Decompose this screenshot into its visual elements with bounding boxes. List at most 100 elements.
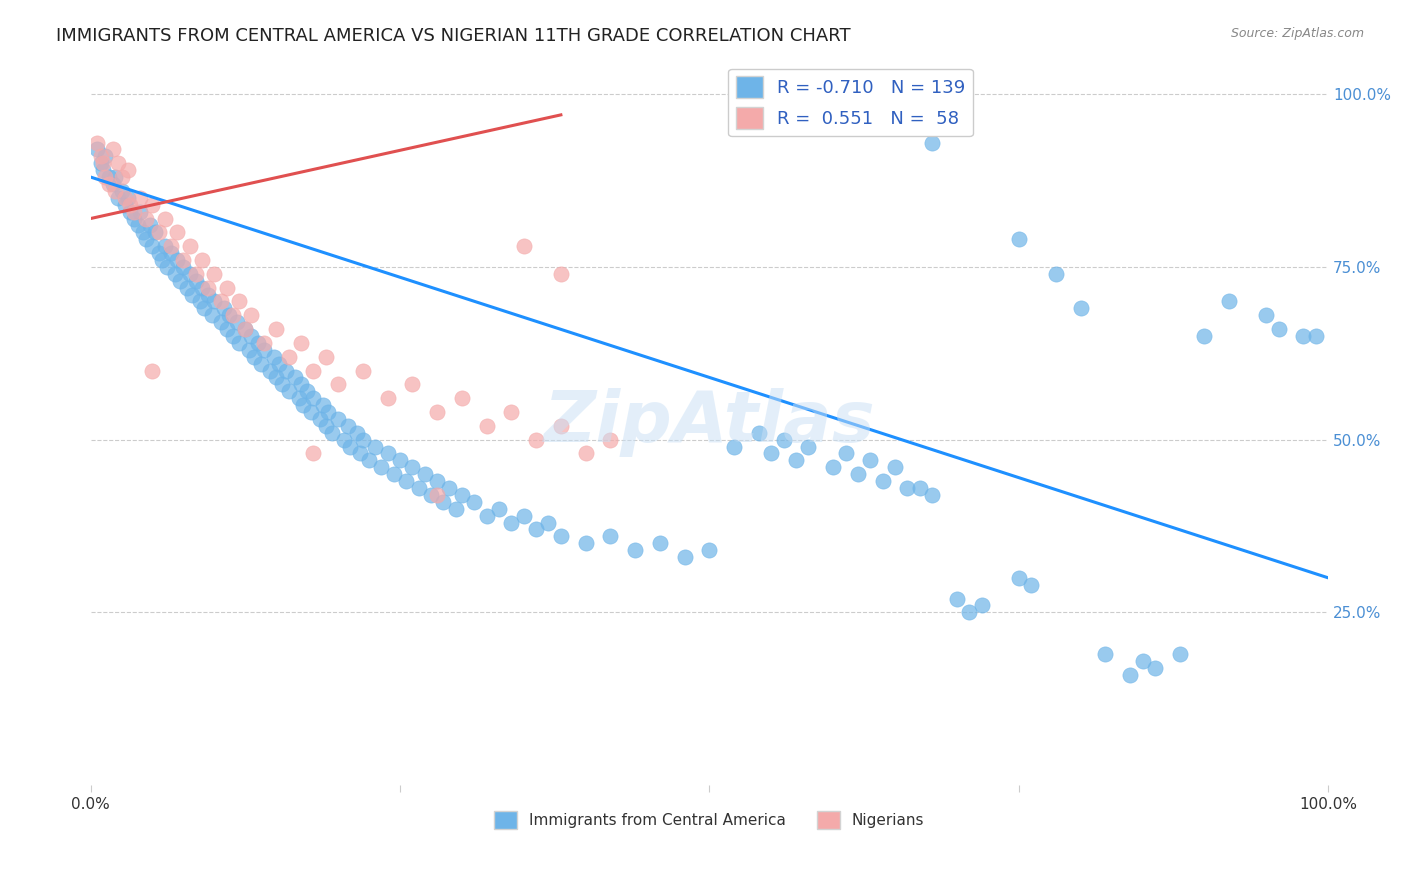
Point — [240, 329, 263, 343]
Point — [884, 108, 907, 122]
Point — [451, 488, 474, 502]
Point — [259, 363, 281, 377]
Point — [250, 357, 273, 371]
Point — [785, 453, 807, 467]
Point — [1019, 578, 1042, 592]
Legend: Immigrants from Central America, Nigerians: Immigrants from Central America, Nigeria… — [488, 805, 931, 836]
Point — [188, 294, 211, 309]
Point — [101, 143, 124, 157]
Point — [1045, 267, 1067, 281]
Point — [98, 169, 121, 184]
Point — [148, 225, 170, 239]
Point — [287, 391, 309, 405]
Point — [575, 536, 598, 550]
Point — [184, 267, 207, 281]
Point — [222, 308, 245, 322]
Point — [139, 219, 162, 233]
Point — [723, 440, 745, 454]
Point — [475, 508, 498, 523]
Point — [277, 350, 299, 364]
Point — [896, 481, 918, 495]
Point — [276, 363, 298, 377]
Point — [299, 405, 322, 419]
Point — [395, 474, 418, 488]
Point — [264, 370, 287, 384]
Point — [176, 280, 198, 294]
Point — [648, 536, 671, 550]
Point — [1256, 308, 1278, 322]
Point — [1194, 329, 1216, 343]
Point — [117, 191, 139, 205]
Point — [872, 474, 894, 488]
Point — [160, 246, 183, 260]
Point — [209, 294, 232, 309]
Point — [127, 219, 149, 233]
Point — [946, 591, 969, 606]
Point — [197, 280, 219, 294]
Text: ZipAtlas: ZipAtlas — [544, 388, 876, 457]
Point — [377, 446, 399, 460]
Point — [316, 405, 339, 419]
Point — [908, 481, 931, 495]
Point — [94, 149, 117, 163]
Point — [202, 267, 225, 281]
Point — [228, 294, 250, 309]
Point — [315, 418, 337, 433]
Point — [413, 467, 436, 482]
Point — [271, 377, 294, 392]
Point — [233, 322, 256, 336]
Point — [233, 322, 256, 336]
Point — [550, 529, 572, 543]
Point — [337, 418, 360, 433]
Point — [859, 453, 882, 467]
Point — [439, 481, 461, 495]
Point — [191, 280, 214, 294]
Point — [921, 136, 943, 150]
Point — [141, 363, 163, 377]
Point — [218, 308, 240, 322]
Point — [141, 239, 163, 253]
Point — [388, 453, 411, 467]
Point — [377, 391, 399, 405]
Point — [86, 143, 108, 157]
Point — [253, 335, 276, 350]
Point — [501, 516, 523, 530]
Text: IMMIGRANTS FROM CENTRAL AMERICA VS NIGERIAN 11TH GRADE CORRELATION CHART: IMMIGRANTS FROM CENTRAL AMERICA VS NIGER… — [56, 27, 851, 45]
Point — [326, 377, 349, 392]
Point — [382, 467, 405, 482]
Point — [524, 523, 547, 537]
Point — [921, 488, 943, 502]
Point — [122, 211, 145, 226]
Point — [110, 184, 132, 198]
Point — [225, 315, 247, 329]
Point — [444, 501, 467, 516]
Point — [475, 418, 498, 433]
Point — [308, 412, 330, 426]
Point — [537, 516, 560, 530]
Point — [150, 252, 173, 267]
Point — [1070, 301, 1092, 316]
Point — [1305, 329, 1327, 343]
Point — [228, 335, 250, 350]
Point — [172, 260, 194, 274]
Point — [957, 605, 980, 619]
Point — [193, 301, 215, 316]
Point — [222, 329, 245, 343]
Point — [1008, 232, 1031, 246]
Point — [179, 239, 201, 253]
Point — [104, 184, 127, 198]
Point — [823, 460, 845, 475]
Point — [699, 543, 721, 558]
Point — [120, 204, 142, 219]
Point — [120, 197, 142, 211]
Point — [326, 412, 349, 426]
Point — [501, 405, 523, 419]
Point — [290, 335, 312, 350]
Point — [277, 384, 299, 399]
Point — [673, 550, 696, 565]
Point — [513, 508, 536, 523]
Point — [339, 440, 361, 454]
Point — [267, 357, 290, 371]
Point — [253, 343, 276, 357]
Point — [1218, 294, 1240, 309]
